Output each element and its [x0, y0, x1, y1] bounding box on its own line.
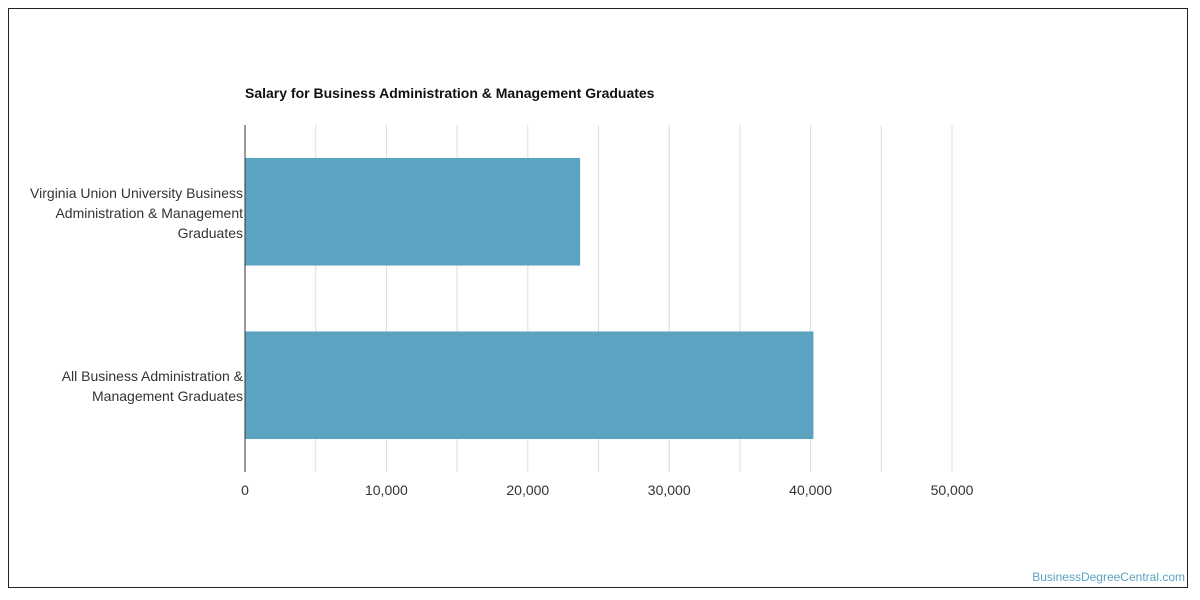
- x-tick-label: 50,000: [931, 482, 974, 498]
- category-label-virginia-union: Virginia Union University Business Admin…: [30, 185, 243, 241]
- x-tick-label: 40,000: [789, 482, 832, 498]
- chart-title: Salary for Business Administration & Man…: [245, 85, 655, 101]
- x-tick-label: 10,000: [365, 482, 408, 498]
- x-tick-label: 30,000: [648, 482, 691, 498]
- bar-1: [245, 331, 814, 440]
- x-tick-label: 0: [241, 482, 249, 498]
- bar-0: [245, 157, 581, 266]
- watermark-link[interactable]: BusinessDegreeCentral.com: [1032, 570, 1185, 584]
- x-tick-label: 20,000: [506, 482, 549, 498]
- category-label-all-graduates: All Business Administration & Management…: [61, 368, 243, 404]
